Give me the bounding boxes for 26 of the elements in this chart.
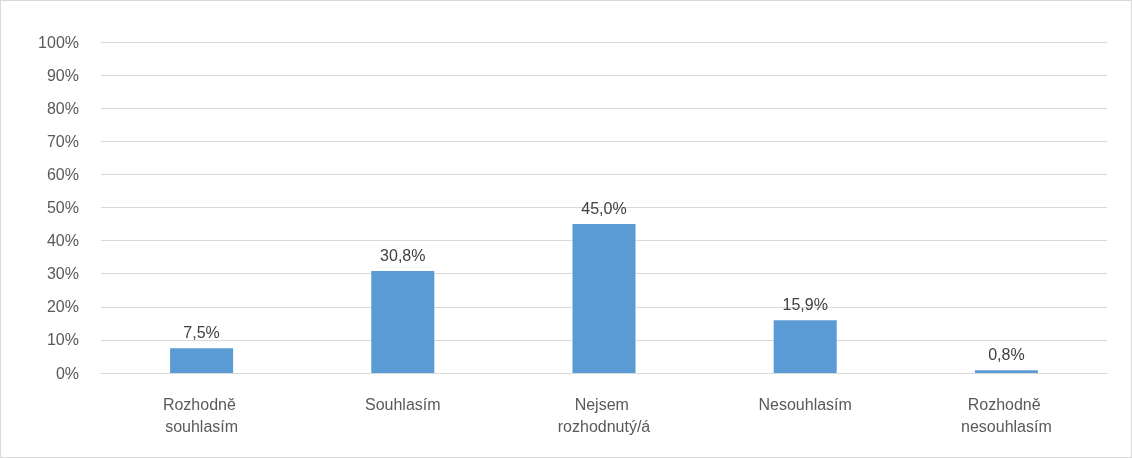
bar	[974, 370, 1038, 373]
y-tick-label: 70%	[46, 132, 79, 150]
x-tick-label: Souhlasím	[365, 395, 441, 413]
y-tick-label: 50%	[46, 199, 79, 216]
x-tick-label: Rozhodně nesouhlasím	[961, 395, 1052, 435]
bar	[572, 224, 636, 373]
y-tick-label: 80%	[46, 99, 79, 117]
y-tick-label: 90%	[46, 66, 79, 84]
y-tick-label: 20%	[46, 298, 79, 316]
data-label: 7,5%	[183, 323, 220, 341]
bar	[170, 348, 234, 373]
x-tick-label: Nesouhlasím	[758, 395, 852, 413]
data-label: 15,9%	[782, 295, 828, 313]
bar	[773, 320, 837, 373]
y-tick-label: 40%	[46, 232, 79, 250]
y-tick-label: 0%	[55, 364, 79, 382]
y-tick-label: 10%	[46, 331, 79, 349]
data-label: 0,8%	[988, 345, 1025, 363]
data-label: 30,8%	[380, 246, 426, 264]
x-tick-label: Nejsem rozhodnutý/á	[557, 395, 651, 435]
y-tick-label: 30%	[46, 265, 79, 283]
y-tick-label: 60%	[46, 165, 79, 183]
data-label: 45,0%	[581, 199, 627, 217]
y-tick-label: 100%	[38, 33, 79, 51]
x-tick-label: Rozhodně souhlasím	[162, 395, 241, 435]
bar	[371, 271, 435, 373]
